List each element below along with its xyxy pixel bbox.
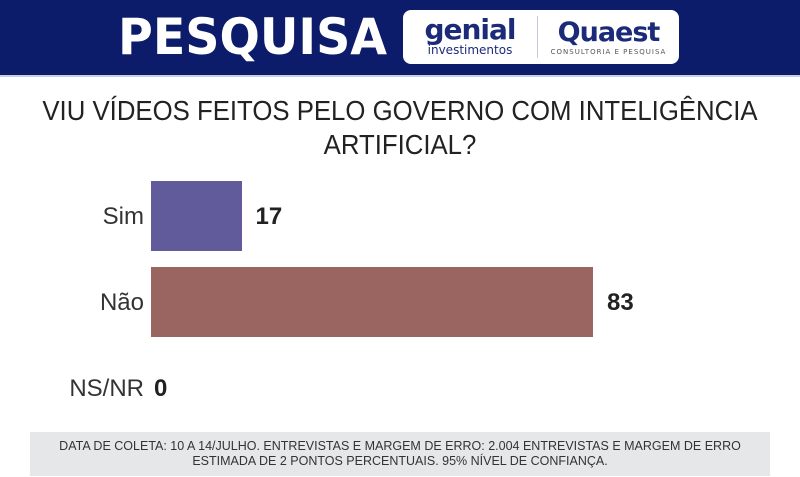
- quaest-logo-text: Quaest: [557, 17, 661, 48]
- bar-sim: [151, 181, 242, 251]
- category-label: NS/NR: [69, 375, 144, 402]
- data-label: 0: [154, 375, 168, 402]
- quaest-logo: Quaest CONSULTORIA E PESQUISA: [538, 17, 679, 57]
- genial-logo-sub: investimentos: [427, 43, 513, 57]
- category-label: Não: [99, 289, 144, 316]
- sponsor-logos: genial investimentos Quaest CONSULTORIA …: [403, 10, 679, 64]
- chart-title: VIU VÍDEOS FEITOS PELO GOVERNO COM INTEL…: [42, 95, 758, 160]
- methodology-note: DATA DE COLETA: 10 A 14/JULHO. ENTREVIST…: [30, 432, 770, 476]
- data-label: 83: [607, 289, 634, 316]
- data-label: 17: [255, 203, 283, 230]
- genial-logo-text: genial: [424, 13, 516, 46]
- quaest-logo-sub: CONSULTORIA E PESQUISA: [550, 48, 667, 56]
- category-label: Sim: [102, 203, 144, 230]
- bar-no: [151, 267, 593, 337]
- survey-title: PESQUISA: [118, 8, 388, 66]
- genial-logo: genial investimentos: [403, 16, 538, 58]
- header-banner: PESQUISA genial investimentos Quaest CON…: [0, 0, 800, 77]
